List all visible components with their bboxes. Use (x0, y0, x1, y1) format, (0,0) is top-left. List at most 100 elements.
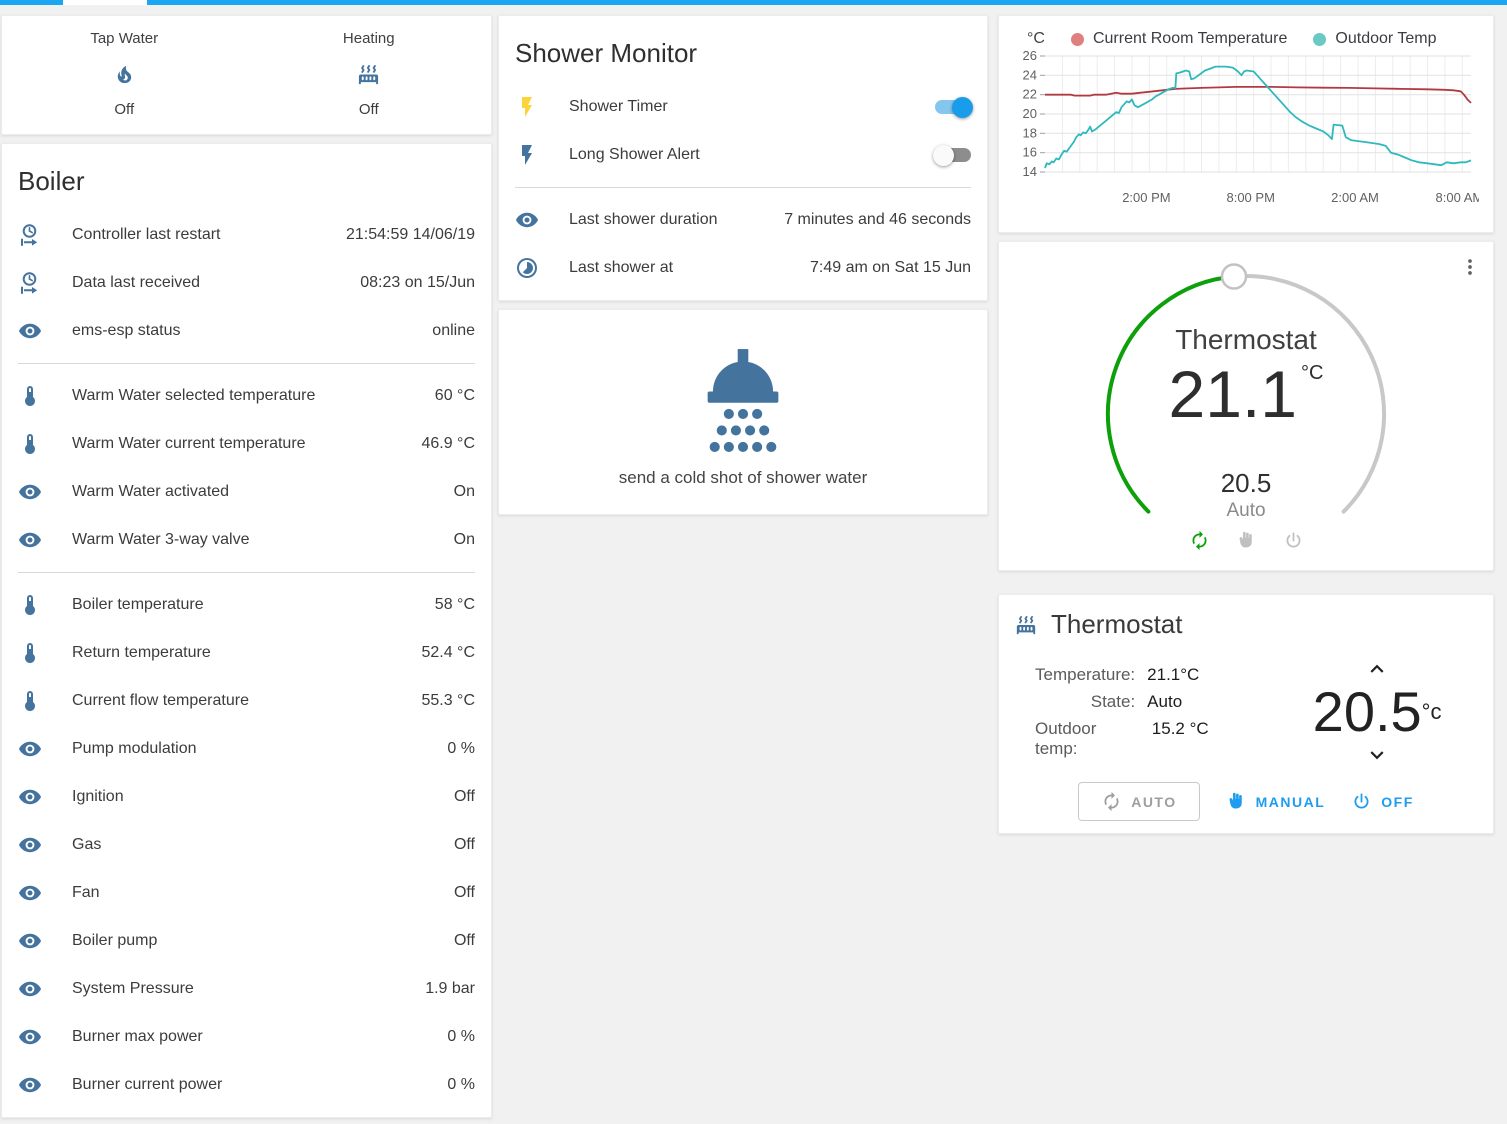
entity-row[interactable]: Fan Off (2, 869, 491, 917)
glance-item[interactable]: Heating Off (247, 30, 492, 118)
entity-name: Warm Water selected temperature (72, 387, 316, 404)
entity-row[interactable]: Data last received 08:23 on 15/Jun (2, 259, 491, 307)
entity-row[interactable]: Current flow temperature 55.3 °C (2, 677, 491, 725)
y-axis-unit: °C (1027, 30, 1045, 47)
entity-state: 21:54:59 14/06/19 (345, 226, 475, 243)
entity-state: 08:23 on 15/Jun (360, 274, 475, 291)
entity-row[interactable]: Return temperature 52.4 °C (2, 629, 491, 677)
entity-row[interactable]: Pump modulation 0 % (2, 725, 491, 773)
thermometer-icon (18, 593, 42, 617)
entity-name: Fan (72, 884, 100, 901)
chevron-down-icon[interactable] (1362, 742, 1392, 768)
thermostat-dial-card: Thermostat 21.1 °C 20.5 Auto (998, 241, 1494, 571)
svg-text:20: 20 (1023, 106, 1037, 121)
thermometer-icon (18, 432, 42, 456)
thermometer-icon (18, 384, 42, 408)
boiler-card: Boiler Controller last restart 21:54:59 … (1, 143, 492, 1118)
fire-icon (113, 63, 136, 86)
entity-row[interactable]: ems-esp status online (2, 307, 491, 355)
entity-state: 60 °C (434, 387, 475, 404)
action-label: send a cold shot of shower water (618, 468, 868, 487)
card-title: Shower Monitor (515, 38, 698, 68)
legend-item[interactable]: Outdoor Temp (1313, 30, 1437, 48)
entity-state: On (453, 531, 475, 548)
entity-state: 55.3 °C (421, 692, 475, 709)
entity-row[interactable]: Boiler temperature 58 °C (2, 581, 491, 629)
mode-button-off[interactable]: OFF (1351, 791, 1414, 812)
chevron-up-icon[interactable] (1362, 656, 1392, 682)
thermostat-summary-card: Thermostat Temperature: 21.1°C State: Au… (998, 594, 1494, 834)
entity-row[interactable]: Last shower at 7:49 am on Sat 15 Jun (499, 244, 987, 292)
entity-row[interactable]: Gas Off (2, 821, 491, 869)
mode-button-label: AUTO (1131, 793, 1177, 810)
entity-state: 0 % (447, 1028, 475, 1045)
entity-state: Off (453, 836, 475, 853)
current-temperature: 21.1 °C (1168, 357, 1324, 431)
shower-toggle-rows: Shower Timer Long Shower Alert (499, 83, 987, 179)
entity-row[interactable]: Warm Water current temperature 46.9 °C (2, 420, 491, 468)
entity-row[interactable]: Burner current power 0 % (2, 1061, 491, 1109)
divider (515, 187, 971, 188)
glance-item[interactable]: Tap Water Off (2, 30, 247, 118)
toggle-switch[interactable] (933, 144, 971, 166)
eye-icon (18, 737, 42, 761)
card-title: Thermostat (1051, 609, 1183, 639)
temperature-history-chart[interactable]: 14 16 18 20 22 24 26 2:00 PM 8:00 PM 2:00 AM 8:00 … (1015, 48, 1484, 210)
entity-row[interactable]: Warm Water selected temperature 60 °C (2, 372, 491, 420)
temperature-unit: °C (1301, 362, 1324, 384)
eye-icon (18, 480, 42, 504)
entity-row[interactable]: System Pressure 1.9 bar (2, 965, 491, 1013)
entity-name: Return temperature (72, 644, 211, 661)
entity-name: Boiler pump (72, 932, 158, 949)
flash-icon (515, 143, 539, 167)
entity-row[interactable]: Last shower duration 7 minutes and 46 se… (499, 196, 987, 244)
entity-state: 58 °C (434, 596, 475, 613)
entity-row[interactable]: Shower Timer (499, 83, 987, 131)
clock-start-icon (18, 223, 42, 247)
entity-name: Controller last restart (72, 226, 221, 243)
boiler-rows: Controller last restart 21:54:59 14/06/1… (2, 211, 491, 1109)
entity-name: ems-esp status (72, 322, 181, 339)
entity-row[interactable]: Controller last restart 21:54:59 14/06/1… (2, 211, 491, 259)
legend-dot (1313, 32, 1327, 46)
entity-row[interactable]: Long Shower Alert (499, 131, 987, 179)
flash-icon (515, 95, 539, 119)
hvac-mode: Auto (1226, 500, 1266, 521)
thermometer-icon (18, 641, 42, 665)
entity-state: Off (453, 932, 475, 949)
power-icon[interactable] (1283, 530, 1304, 551)
legend-dot (1070, 32, 1084, 46)
entity-name: Pump modulation (72, 740, 197, 757)
dial-knob[interactable] (1220, 263, 1248, 290)
thermometer-icon (18, 689, 42, 713)
entity-name: Tap Water (90, 30, 159, 47)
shower-action-card[interactable]: send a cold shot of shower water (498, 309, 988, 515)
eye-icon (18, 833, 42, 857)
entity-name: Warm Water 3-way valve (72, 531, 250, 548)
entity-state: 1.9 bar (425, 980, 475, 997)
entity-row[interactable]: Boiler pump Off (2, 917, 491, 965)
clock-start-icon (18, 271, 42, 295)
autorenew-icon[interactable] (1189, 530, 1210, 551)
mode-button-label: OFF (1381, 793, 1414, 810)
entity-name: System Pressure (72, 980, 194, 997)
toggle-switch[interactable] (935, 96, 973, 118)
hand-icon[interactable] (1236, 530, 1257, 551)
temperature-dial (1105, 263, 1387, 514)
entity-row[interactable]: Ignition Off (2, 773, 491, 821)
entity-row[interactable]: Warm Water activated On (2, 468, 491, 516)
active-tab-indicator (63, 0, 147, 5)
svg-text:26: 26 (1023, 50, 1037, 63)
eye-icon (18, 1025, 42, 1049)
mode-button-label: MANUAL (1255, 793, 1326, 810)
top-tab-bar[interactable] (0, 0, 1507, 5)
entity-row[interactable]: Warm Water 3-way valve On (2, 516, 491, 564)
eye-icon (18, 785, 42, 809)
overflow-menu-icon[interactable] (1459, 256, 1481, 278)
mode-button-manual[interactable]: MANUAL (1226, 791, 1326, 812)
entity-row[interactable]: Burner max power 0 % (2, 1013, 491, 1061)
entity-state: 7 minutes and 46 seconds (784, 211, 971, 228)
divider (18, 363, 475, 364)
mode-button-auto[interactable]: AUTO (1078, 782, 1200, 821)
legend-item[interactable]: Current Room Temperature (1070, 30, 1287, 48)
